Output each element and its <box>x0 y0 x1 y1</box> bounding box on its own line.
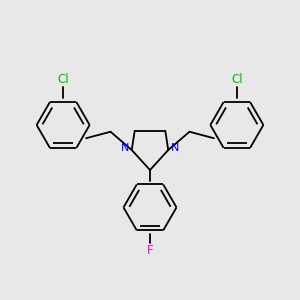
Text: F: F <box>147 244 153 256</box>
Text: N: N <box>121 142 129 153</box>
Text: N: N <box>171 142 179 153</box>
Text: Cl: Cl <box>57 73 69 86</box>
Text: Cl: Cl <box>231 73 243 86</box>
